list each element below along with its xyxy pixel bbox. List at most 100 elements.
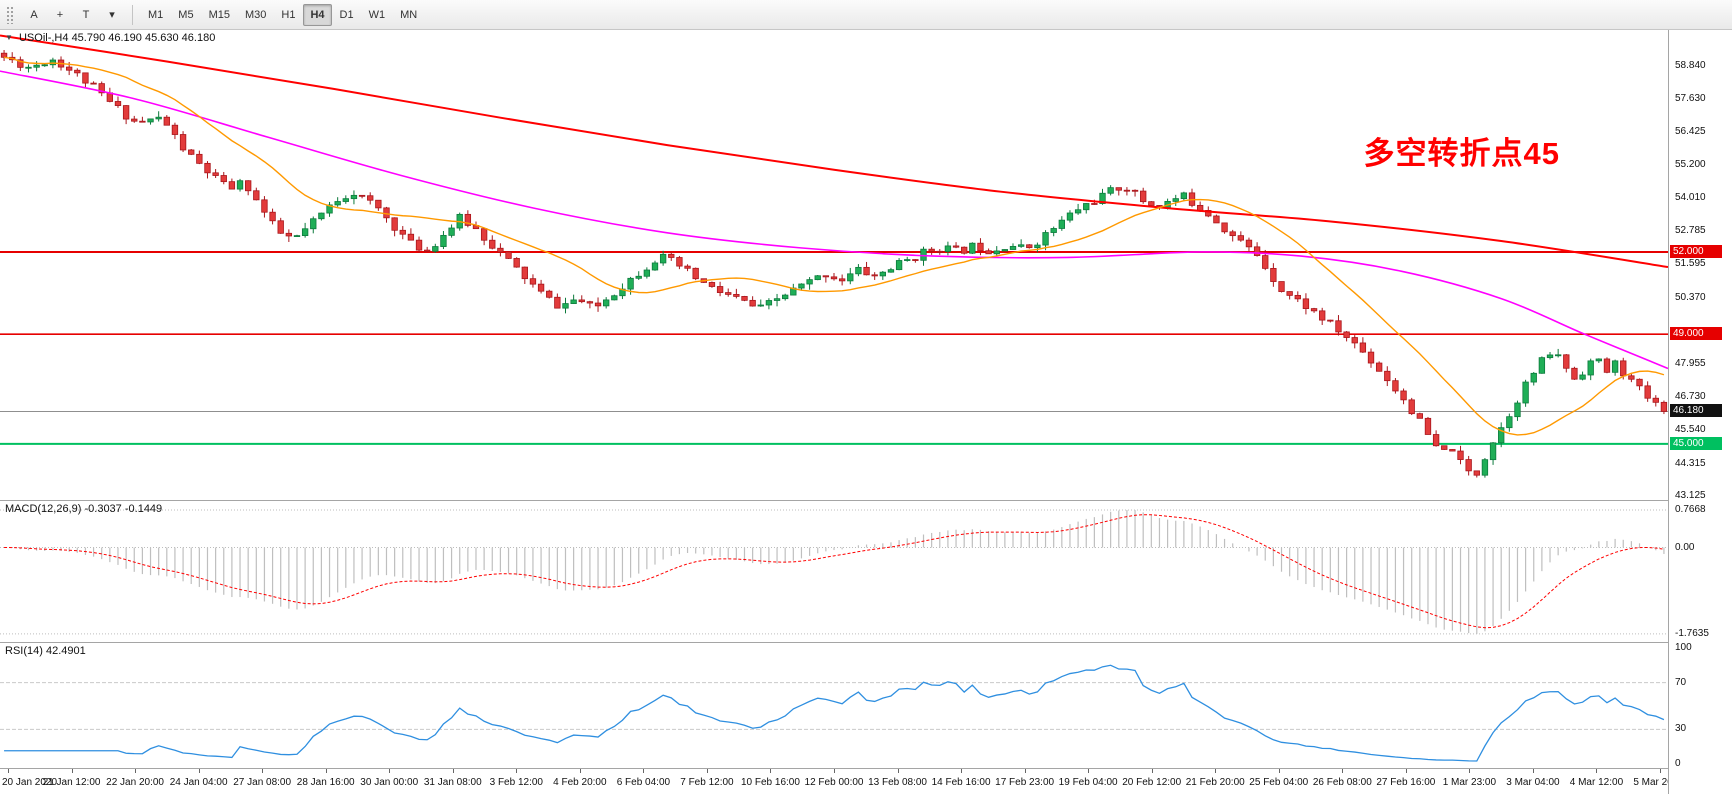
price-tick-label: 44.315 (1675, 457, 1706, 469)
time-tick-label: 3 Mar 04:00 (1506, 777, 1560, 788)
candle-body (643, 269, 651, 277)
candle-body (716, 286, 724, 293)
price-axis[interactable]: 58.840 57.630 56.425 55.200 54.010 52.785 51.5… (1668, 30, 1732, 794)
candlestick-chart[interactable] (0, 30, 1668, 500)
candle-body (0, 52, 8, 58)
timeframe-M5[interactable]: M5 (171, 4, 200, 26)
candle-body (1310, 308, 1318, 312)
timeframe-W1[interactable]: W1 (362, 4, 393, 26)
timeframe-H4[interactable]: H4 (303, 3, 332, 26)
timeframe-M30[interactable]: M30 (238, 4, 273, 26)
macd-chart[interactable] (0, 501, 1668, 642)
time-tick-label: 27 Jan 08:00 (233, 777, 292, 788)
text-tool[interactable]: T (74, 4, 98, 26)
candle-body (131, 118, 138, 122)
candle-body (570, 299, 577, 304)
candle-body (1196, 204, 1204, 211)
candle-body (1506, 416, 1513, 429)
timeframe-MN[interactable]: MN (393, 4, 424, 26)
candle-body (1432, 434, 1440, 447)
time-tick (389, 769, 391, 773)
candle-body (269, 211, 276, 222)
rsi-chart[interactable] (0, 643, 1668, 768)
price-pane[interactable]: ▼ USOil-,H4 45.790 46.190 45.630 46.180 … (0, 30, 1668, 500)
time-tick-label: 4 Mar 12:00 (1569, 777, 1624, 788)
toolbar-drag-handle-icon[interactable] (6, 5, 15, 24)
candle-body (74, 69, 81, 74)
candle-body (375, 199, 382, 209)
time-axis[interactable]: 20 Jan 2020 21 Jan 12:00 22 Jan 20:00 24 Ja… (0, 768, 1732, 794)
rsi-tick-label: 100 (1675, 641, 1692, 653)
candle-body (936, 250, 943, 253)
candle-body (1554, 354, 1562, 357)
candle-body (529, 278, 537, 285)
candle-body (1131, 189, 1139, 192)
time-tick-label: 13 Feb 08:00 (868, 777, 927, 788)
time-tick-label: 17 Feb 23:00 (995, 777, 1055, 788)
candle-body (1180, 192, 1188, 200)
candle-body (554, 296, 561, 309)
ma-mid-line (0, 70, 1668, 370)
candle-body (334, 201, 341, 206)
candle-body (358, 194, 366, 197)
candle-body (1587, 360, 1594, 376)
candle-body (1148, 201, 1155, 206)
price-tick-label: 55.200 (1675, 159, 1706, 171)
candle-body (188, 149, 195, 155)
candle-body (1603, 358, 1611, 373)
time-tick (1469, 769, 1471, 773)
timeframe-H1[interactable]: H1 (274, 4, 302, 26)
chart-annotation-text[interactable]: 多空转折点45 (1363, 136, 1560, 171)
candle-body (1595, 358, 1603, 362)
candle-body (733, 294, 740, 297)
toolbar-separator (132, 4, 133, 25)
candle-body (806, 279, 813, 285)
level-badge-49.000: 49.000 (1670, 327, 1722, 341)
candle-body (399, 229, 406, 235)
cursor-tool[interactable]: A (22, 4, 46, 26)
time-tick-label: 20 Feb 12:00 (1122, 777, 1182, 788)
time-tick (325, 769, 327, 773)
candle-body (1611, 360, 1619, 373)
candle-body (464, 213, 472, 226)
candle-body (1514, 402, 1521, 418)
candle-body (285, 232, 293, 237)
price-tick-label: 58.840 (1675, 59, 1706, 71)
candle-body (1652, 397, 1659, 403)
time-tick (135, 769, 137, 773)
candle-body (415, 239, 423, 251)
crosshair-tool[interactable]: + (48, 4, 72, 26)
symbol-dropdown-icon[interactable]: ▼ (5, 33, 13, 42)
candle-body (1563, 354, 1570, 369)
candle-body (310, 218, 317, 230)
candle-body (895, 260, 903, 271)
timeframe-M1[interactable]: M1 (141, 4, 170, 26)
price-tick-label: 43.125 (1675, 490, 1706, 502)
candle-body (122, 105, 130, 120)
candle-body (391, 217, 398, 231)
timeframe-D1[interactable]: D1 (333, 4, 361, 26)
candle-body (822, 275, 830, 278)
candle-body (440, 234, 447, 247)
symbol-timeframe-label: USOil-,H4 (18, 32, 69, 44)
shapes-dropdown[interactable]: ▾ (100, 4, 124, 26)
candle-body (326, 204, 333, 214)
candle-body (114, 101, 122, 106)
time-tick (198, 769, 200, 773)
macd-pane[interactable]: MACD(12,26,9) -0.3037 -0.1449 (0, 500, 1668, 642)
timeframe-M15[interactable]: M15 (202, 4, 237, 26)
candle-body (163, 116, 170, 126)
candle-body (220, 175, 227, 183)
time-tick-label: 26 Feb 08:00 (1312, 777, 1372, 788)
candle-body (1123, 189, 1131, 192)
candle-body (1017, 244, 1025, 247)
candle-body (952, 245, 960, 248)
candle-body (1245, 239, 1253, 248)
level-badge-52.000: 52.000 (1670, 244, 1722, 258)
rsi-pane[interactable]: RSI(14) 42.4901 (0, 642, 1668, 768)
candle-body (1066, 212, 1074, 221)
candle-body (586, 301, 594, 304)
candle-body (204, 162, 211, 174)
drawing-tools-group: A + T ▾ (22, 4, 124, 26)
